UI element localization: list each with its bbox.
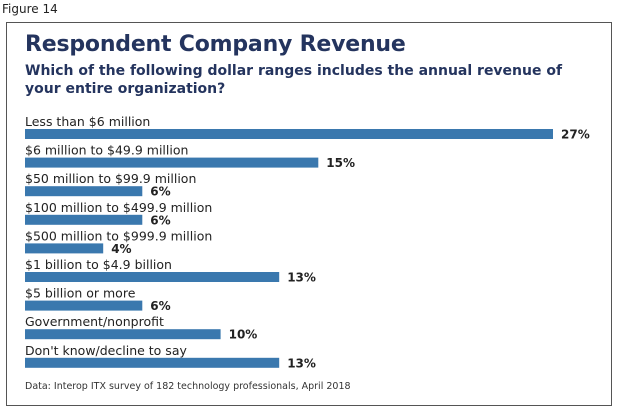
category-label: Government/nonprofit (25, 314, 164, 329)
chart-subtitle: Which of the following dollar ranges inc… (25, 63, 563, 97)
bar (25, 329, 221, 340)
category-label: $100 million to $499.9 million (25, 200, 212, 215)
bar (25, 214, 143, 225)
value-label: 4% (111, 242, 131, 256)
value-label: 13% (287, 271, 316, 285)
category-label: $500 million to $999.9 million (25, 228, 212, 243)
bar-chart: Less than $6 million 27% $6 million to $49… (25, 114, 590, 370)
chart-title: Respondent Company Revenue (25, 32, 406, 57)
chart-source: Data: Interop ITX survey of 182 technolo… (25, 381, 351, 392)
bar (25, 186, 143, 197)
value-label: 27% (561, 128, 590, 142)
category-label: $6 million to $49.9 million (25, 143, 188, 158)
category-label: Don't know/decline to say (25, 343, 187, 358)
category-label: $50 million to $99.9 million (25, 171, 196, 186)
category-label: Less than $6 million (25, 114, 150, 129)
bar (25, 129, 553, 139)
category-label: $1 billion to $4.9 billion (25, 257, 172, 272)
figure-label: Figure 14 (2, 2, 58, 16)
bar (25, 243, 104, 254)
value-label: 6% (150, 213, 170, 227)
bar (25, 157, 319, 168)
value-label: 6% (150, 299, 170, 313)
value-label: 6% (150, 185, 170, 199)
category-label: $5 billion or more (25, 286, 136, 301)
bar (25, 357, 280, 368)
bar (25, 300, 143, 311)
value-label: 15% (326, 156, 355, 170)
bar (25, 272, 280, 282)
value-label: 13% (287, 356, 316, 370)
chart-frame: Respondent Company Revenue Which of the … (6, 22, 612, 406)
value-label: 10% (229, 328, 258, 342)
